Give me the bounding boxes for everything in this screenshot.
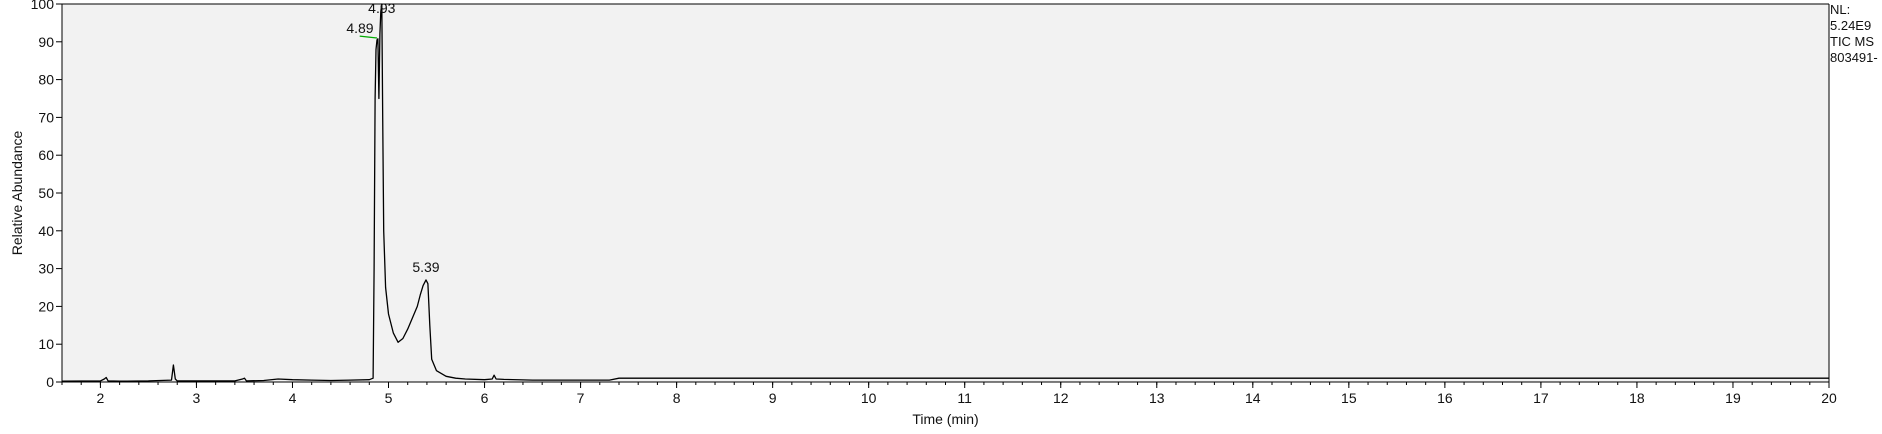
- x-tick-label: 14: [1245, 390, 1261, 406]
- y-tick-label: 100: [31, 0, 55, 12]
- x-tick-label: 10: [861, 390, 877, 406]
- normalization-label: NL:: [1830, 2, 1851, 17]
- x-tick-label: 19: [1725, 390, 1741, 406]
- y-tick-label: 90: [38, 34, 54, 50]
- x-tick-label: 2: [97, 390, 105, 406]
- filename-label: 803491-: [1830, 50, 1878, 65]
- chromatogram-trace: [61, 3, 1829, 382]
- y-tick-label: 10: [38, 336, 54, 352]
- baseline-marker: [359, 35, 378, 39]
- y-tick-label: 20: [38, 298, 54, 314]
- x-tick-label: 3: [193, 390, 201, 406]
- x-tick-label: 8: [673, 390, 681, 406]
- x-tick-label: 4: [289, 390, 297, 406]
- x-tick-label: 5: [385, 390, 393, 406]
- plot-area: [62, 4, 1829, 382]
- y-tick-label: 50: [38, 185, 54, 201]
- x-axis-ticks: 2 3 4 5 6 7 8 9 10 11 12 13 14 15 16 17 18 19 20: [61, 382, 1837, 406]
- peak-label: 4.89: [346, 20, 373, 36]
- x-tick-label: 16: [1437, 390, 1453, 406]
- x-tick-label: 7: [577, 390, 585, 406]
- x-tick-label: 9: [769, 390, 777, 406]
- y-axis-label: Relative Abundance: [9, 131, 25, 256]
- x-tick-label: 15: [1341, 390, 1357, 406]
- scan-type-label: TIC MS: [1830, 34, 1875, 49]
- x-tick-label: 12: [1053, 390, 1069, 406]
- x-tick-label: 11: [957, 390, 972, 406]
- normalization-value: 5.24E9: [1830, 18, 1872, 33]
- x-tick-label: 20: [1821, 390, 1837, 406]
- x-tick-label: 6: [481, 390, 489, 406]
- y-tick-label: 70: [38, 109, 54, 125]
- peak-label: 4.93: [368, 0, 395, 16]
- y-axis-ticks: 0 10 20 30 40 50 60 70 80 90 100: [31, 0, 62, 390]
- y-tick-label: 60: [38, 147, 54, 163]
- y-tick-label: 40: [38, 223, 54, 239]
- x-tick-label: 13: [1149, 390, 1165, 406]
- x-tick-label: 18: [1629, 390, 1645, 406]
- scan-info-panel: NL: 5.24E9 TIC MS 803491-: [1830, 2, 1882, 66]
- x-axis-label: Time (min): [912, 411, 978, 427]
- y-tick-label: 30: [38, 261, 54, 277]
- y-tick-label: 0: [46, 374, 54, 390]
- x-tick-label: 17: [1533, 390, 1549, 406]
- peak-label: 5.39: [412, 259, 439, 275]
- y-tick-label: 80: [38, 72, 54, 88]
